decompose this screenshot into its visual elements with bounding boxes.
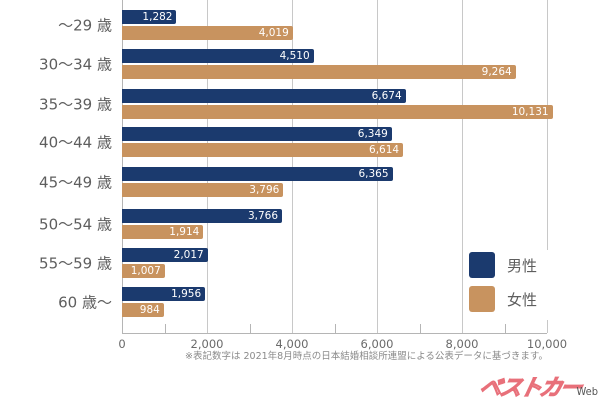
bar-value-label: 3,796 — [249, 184, 280, 196]
category-label: 35～39 歳 — [39, 95, 112, 114]
gridline — [207, 0, 208, 333]
bar-male: 2,017 — [122, 248, 208, 262]
bar-male: 1,956 — [122, 287, 206, 301]
bar-male: 6,365 — [122, 167, 393, 181]
x-tick-label: 4,000 — [275, 337, 309, 351]
minor-tick — [420, 324, 421, 333]
logo-main-text: ベストカー — [476, 375, 583, 401]
bestcar-web-logo: ベストカー Web — [476, 370, 598, 401]
bar-male: 3,766 — [122, 209, 283, 223]
bar-value-label: 1,007 — [130, 265, 161, 277]
bar-female: 3,796 — [122, 183, 284, 197]
category-label: 40～44 歳 — [39, 133, 112, 152]
x-axis-line — [122, 333, 547, 334]
bar-value-label: 4,019 — [258, 27, 289, 39]
minor-tick — [335, 324, 336, 333]
minor-tick — [165, 324, 166, 333]
gridline — [462, 0, 463, 333]
minor-tick — [250, 324, 251, 333]
bar-female: 1,914 — [122, 225, 204, 239]
bar-value-label: 6,349 — [357, 128, 388, 140]
bar-female: 984 — [122, 303, 164, 317]
gridline — [292, 0, 293, 333]
bar-male: 4,510 — [122, 49, 314, 63]
category-label: 30～34 歳 — [39, 55, 112, 74]
logo-web-text: Web — [576, 385, 598, 398]
legend-swatch-female — [469, 286, 495, 312]
bar-value-label: 6,614 — [369, 144, 400, 156]
legend-swatch-male — [469, 252, 495, 278]
category-label: 45～49 歳 — [39, 173, 112, 192]
legend-label-male: 男性 — [507, 256, 538, 275]
bar-male: 6,349 — [122, 127, 392, 141]
x-tick-label: 8,000 — [445, 337, 479, 351]
bar-female: 6,614 — [122, 143, 404, 157]
bar-female: 1,007 — [122, 264, 165, 278]
legend-item-male: 男性 — [469, 252, 537, 278]
x-tick-label: 10,000 — [526, 337, 568, 351]
minor-tick — [505, 324, 506, 333]
bar-male: 6,674 — [122, 89, 406, 103]
x-tick-label: 6,000 — [360, 337, 394, 351]
bar-value-label: 3,766 — [247, 210, 279, 222]
bar-value-label: 6,674 — [371, 90, 402, 102]
bar-value-label: 1,914 — [169, 226, 200, 238]
footnote: ※表記数字は 2021年8月時点の日本結婚相談所連盟による公表データに基づきます… — [185, 351, 548, 362]
bar-value-label: 10,131 — [511, 106, 549, 118]
x-tick-label: 2,000 — [190, 337, 224, 351]
legend-label-female: 女性 — [507, 290, 538, 309]
bar-value-label: 9,264 — [481, 66, 512, 78]
bar-female: 4,019 — [122, 26, 293, 40]
category-label: 50～54 歳 — [39, 215, 112, 234]
gridline — [547, 0, 548, 333]
bar-female: 9,264 — [122, 65, 516, 79]
gridline — [122, 0, 123, 333]
bar-value-label: 984 — [139, 304, 160, 316]
bar-value-label: 2,017 — [173, 249, 204, 261]
bar-value-label: 4,510 — [279, 50, 310, 62]
legend: 男性 女性 — [469, 250, 559, 320]
bar-male: 1,282 — [122, 10, 177, 24]
legend-item-female: 女性 — [469, 286, 537, 312]
x-tick-label: 0 — [118, 337, 126, 351]
bar-value-label: 6,365 — [358, 168, 389, 180]
category-label: 60 歳～ — [58, 293, 112, 312]
gridline — [377, 0, 378, 333]
bar-value-label: 1,956 — [171, 288, 202, 300]
category-label: ～29 歳 — [58, 16, 112, 35]
category-label: 55～59 歳 — [39, 254, 112, 273]
bar-female: 10,131 — [122, 105, 553, 119]
bar-value-label: 1,282 — [142, 11, 173, 23]
